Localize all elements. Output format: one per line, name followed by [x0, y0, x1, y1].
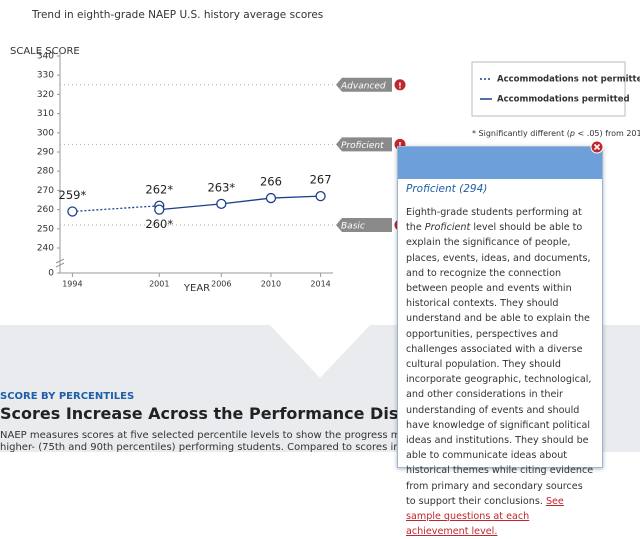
level-info-icon	[393, 78, 407, 92]
level-label: Proficient	[341, 141, 384, 151]
y-tick-label: 240	[37, 244, 54, 254]
chart-title: Trend in eighth-grade NAEP U.S. history …	[31, 9, 323, 21]
popup-text: Eighth-grade students performing at the	[406, 207, 582, 234]
level-info-glyph: !	[398, 81, 402, 90]
popup-header	[398, 147, 602, 179]
data-label: 263*	[207, 180, 235, 194]
series-line	[159, 195, 321, 211]
y-tick-label: 280	[37, 167, 54, 177]
popup-body: Eighth-grade students performing at the …	[406, 205, 594, 539]
x-tick-label: 2010	[261, 280, 281, 289]
legend-box	[471, 61, 626, 117]
x-tick-label: 2001	[149, 280, 169, 289]
level-info-glyph: !	[398, 141, 402, 150]
y-tick-label: 0	[48, 269, 54, 279]
note: * Significantly different (p < .05) from…	[472, 129, 640, 138]
note-text: * Significantly different (	[472, 129, 570, 138]
y-tick-label: 270	[37, 186, 54, 196]
data-label: 262*	[145, 182, 173, 196]
data-point	[315, 191, 326, 202]
x-tick-label: 2014	[310, 280, 330, 289]
axis-break	[55, 258, 65, 268]
y-tick-label: 290	[37, 148, 54, 158]
level-tag	[336, 217, 392, 232]
data-label: 260*	[145, 217, 173, 231]
y-tick-label: 320	[37, 90, 54, 100]
level-tag	[336, 137, 392, 152]
data-point	[67, 206, 78, 217]
y-tick-label: 310	[37, 109, 54, 119]
x-tick-label: 2006	[211, 280, 231, 289]
notch	[270, 325, 370, 378]
data-point	[216, 198, 227, 209]
data-point	[265, 192, 277, 204]
section-kicker: SCORE BY PERCENTILES	[0, 391, 135, 402]
section-text: NAEP measures scores at five selected pe…	[0, 430, 499, 441]
section-heading: Scores Increase Across the Performance D…	[0, 404, 501, 423]
data-point	[154, 204, 165, 215]
y-tick-label: 300	[37, 128, 54, 138]
x-axis-label: YEAR	[183, 283, 210, 294]
legend-label: Accommodations not permitted	[497, 75, 640, 85]
y-tick-label: 340	[37, 52, 54, 62]
popup-text: level should be able to explain the sign…	[406, 222, 594, 507]
level-label: Basic	[341, 221, 365, 231]
page: Trend in eighth-grade NAEP U.S. history …	[0, 9, 640, 538]
popup-title: Proficient (294)	[406, 183, 488, 195]
data-label: 267	[310, 173, 332, 187]
y-tick-label: 250	[37, 224, 54, 234]
section-text: higher- (75th and 90th percentiles) perf…	[0, 442, 494, 453]
popup: Proficient (294) Eighth-grade students p…	[397, 146, 603, 537]
level-label: Advanced	[340, 81, 386, 91]
level-tag	[336, 77, 392, 92]
data-label: 259*	[59, 188, 87, 202]
y-axis-label: SCALE SCORE	[10, 46, 80, 57]
y-tick-label: 260	[37, 205, 54, 215]
note-text: p	[569, 129, 575, 138]
data-label: 266	[260, 175, 282, 189]
x-tick-label: 1994	[62, 280, 82, 289]
series-line	[72, 205, 160, 213]
popup-text: Proficient	[424, 222, 471, 234]
legend-label: Accommodations permitted	[497, 95, 630, 105]
note-text: < .05) from 2014.	[575, 129, 640, 138]
y-tick-label: 330	[37, 71, 54, 81]
